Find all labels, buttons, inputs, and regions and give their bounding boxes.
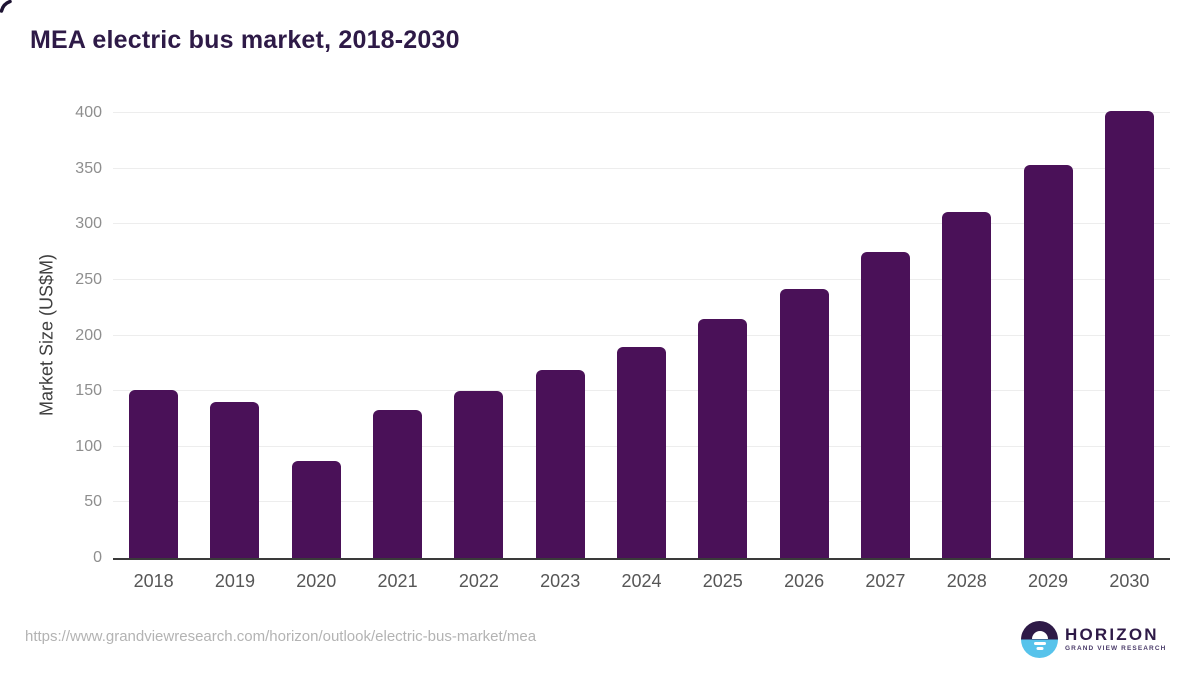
horizon-logo: HORIZON GRAND VIEW RESEARCH [1021,621,1166,658]
y-tick-label-100: 100 [75,437,102,455]
bar-2027[interactable] [860,252,910,558]
bar-2018[interactable] [129,390,179,558]
x-tick-label-2028: 2028 [946,571,987,591]
y-axis-title: Market Size (US$M) [36,253,57,417]
bar-2021[interactable] [373,410,423,558]
x-tick-label-2020: 2020 [296,571,337,591]
x-tick-label-2029: 2029 [1028,571,1069,591]
bar-2020[interactable] [291,461,341,558]
logo-title: HORIZON [1065,625,1159,645]
gridline-300 [113,223,1170,225]
y-tick-label-300: 300 [75,215,102,233]
y-tick-label-200: 200 [75,326,102,344]
x-tick-label-2018: 2018 [133,571,174,591]
y-tick-label-50: 50 [84,493,102,511]
card-corner-border [0,0,12,13]
bar-2030[interactable] [1104,110,1154,558]
x-tick-label-2022: 2022 [458,571,499,591]
x-axis-line [113,558,1170,560]
x-tick-label-2025: 2025 [702,571,743,591]
source-url: https://www.grandviewresearch.com/horizo… [25,628,537,645]
chart-title: MEA electric bus market, 2018-2030 [30,26,460,54]
y-tick-label-250: 250 [75,270,102,288]
bar-2022[interactable] [454,391,504,558]
horizon-sunrise-icon [1021,621,1058,658]
gridline-350 [113,167,1170,169]
gridline-250 [113,278,1170,280]
bar-2023[interactable] [535,370,585,558]
x-tick-label-2021: 2021 [377,571,418,591]
plot-area: 0 50 100 150 200 250 300 350 400 2018 2019 2020 2021… [75,105,1170,591]
sun-icon [1031,631,1048,639]
x-tick-label-2030: 2030 [1109,571,1150,591]
logo-subtitle: GRAND VIEW RESEARCH [1065,645,1167,653]
gridline-200 [113,334,1170,336]
gridline-400 [113,112,1170,113]
logo-text: HORIZON GRAND VIEW RESEARCH [1065,626,1166,653]
bar-2025[interactable] [698,318,748,558]
bar-2024[interactable] [617,346,666,558]
x-tick-label-2019: 2019 [214,571,255,591]
y-tick-label-150: 150 [75,382,102,400]
x-tick-label-2027: 2027 [865,571,906,591]
bar-2029[interactable] [1023,165,1073,558]
y-tick-label-400: 400 [75,104,102,121]
x-tick-label-2024: 2024 [621,571,662,591]
x-tick-label-2023: 2023 [540,571,581,591]
y-tick-label-0: 0 [93,549,102,566]
wave-icon [1036,647,1043,650]
wave-icon [1033,642,1046,645]
bar-2019[interactable] [210,402,260,558]
x-tick-label-2026: 2026 [784,571,825,591]
bar-2026[interactable] [779,288,829,558]
y-tick-label-350: 350 [75,159,102,177]
bar-2028[interactable] [942,212,992,558]
